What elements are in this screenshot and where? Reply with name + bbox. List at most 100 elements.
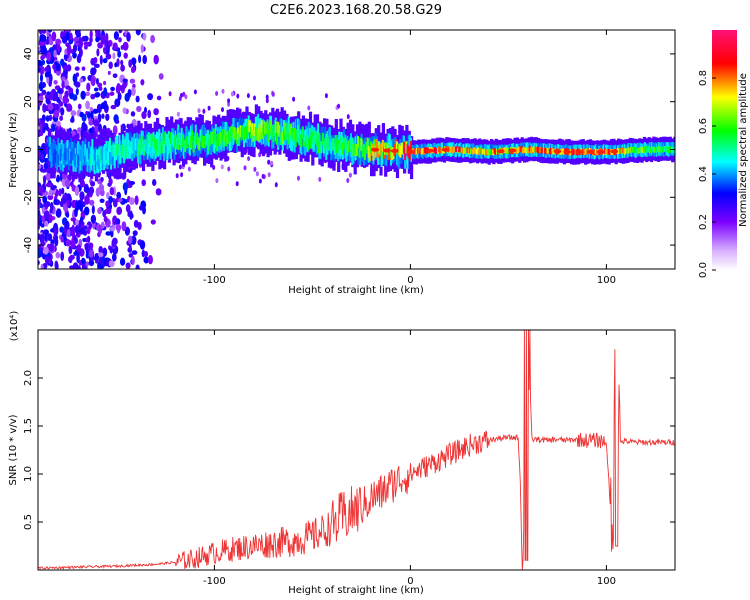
heat-cell [546,147,549,154]
heat-cell [248,123,251,147]
heat-cell [205,133,208,146]
heat-cell [508,148,517,153]
heat-cell [230,126,233,151]
snr-xtick-label: 0 [407,576,413,587]
heat-cell [84,91,91,97]
heat-cell [460,147,463,154]
heat-cell [45,182,52,188]
heat-cell [213,129,216,154]
heat-cell [41,142,47,152]
heat-cell [126,262,130,269]
heat-cell [359,141,362,165]
heat-cell [303,134,305,147]
heat-cell [83,41,90,46]
heat-cell [306,135,309,148]
heat-cell [38,118,41,124]
heat-cell [247,156,251,162]
heat-cell [180,132,183,145]
heat-cell [241,125,244,138]
heat-cell [646,146,649,153]
heat-cell [93,148,96,161]
heat-cell [355,144,358,157]
heat-cell [259,127,262,140]
snr-ylabel: SNR (10 * v/v) [8,414,19,485]
heat-cell [57,88,61,94]
heat-cell [665,146,668,153]
heat-cell [80,90,86,100]
heat-cell [645,146,648,152]
heat-cell [328,135,331,147]
heat-cell [178,132,181,145]
heat-cell [58,188,62,197]
heat-cell [46,76,50,84]
heat-cell [117,50,122,58]
heat-cell [459,146,462,153]
heat-cell [550,148,552,154]
heat-cell [106,207,112,215]
heat-cell [332,137,335,150]
heat-cell [97,31,101,39]
heat-cell [384,142,387,155]
heat-cell [38,185,44,194]
heat-cell [90,110,94,120]
heat-cell [435,148,438,154]
heat-cell [55,43,61,52]
heat-cell [468,147,471,154]
heat-cell [163,141,165,153]
heat-cell [50,185,56,191]
heat-cell [91,67,97,75]
heat-cell [38,30,44,35]
heat-cell [172,134,175,147]
heat-cell [173,136,176,149]
heat-cell [196,132,198,145]
heat-cell [197,136,200,149]
heat-cell [77,154,80,167]
heat-cell [240,128,243,141]
heat-cell [44,71,50,79]
heat-cell [150,134,153,147]
heat-cell [482,148,485,155]
heat-cell [66,149,69,162]
heat-cell [120,59,124,66]
heat-cell [137,144,140,157]
heat-cell [64,148,67,161]
heat-cell [44,66,50,73]
heat-cell [526,147,529,154]
heat-cell [74,186,80,196]
heat-cell [66,64,72,72]
heat-cell [467,148,470,155]
heat-cell [380,147,383,160]
heat-cell [481,148,484,155]
heat-cell [223,134,225,147]
heat-cell [139,143,142,156]
heat-cell [311,131,314,144]
heat-cell [83,206,90,216]
heat-cell [491,148,494,155]
heat-cell [277,121,280,134]
heat-cell [450,147,452,153]
heat-cell [40,223,45,228]
colorbar-tick-label: 0.4 [698,166,709,182]
heat-cell [48,114,53,122]
heat-cell [207,105,211,111]
heat-cell [586,149,595,154]
heat-cell [317,141,320,153]
heat-cell [264,122,267,134]
heat-cell [478,149,481,155]
heat-cell [452,146,455,152]
heat-cell [171,132,174,145]
heat-cell [458,146,461,153]
heat-cell [73,251,78,256]
heat-cell [506,147,509,154]
heat-cell [260,120,263,145]
heat-cell [60,58,65,67]
heat-cell [236,131,238,144]
heat-cell [268,123,271,136]
heat-cell [105,200,110,208]
heat-cell [167,138,170,150]
heat-cell [390,146,392,159]
heat-cell [397,143,400,156]
heat-cell [552,148,555,155]
heat-cell [363,144,365,157]
heat-cell [72,52,77,59]
